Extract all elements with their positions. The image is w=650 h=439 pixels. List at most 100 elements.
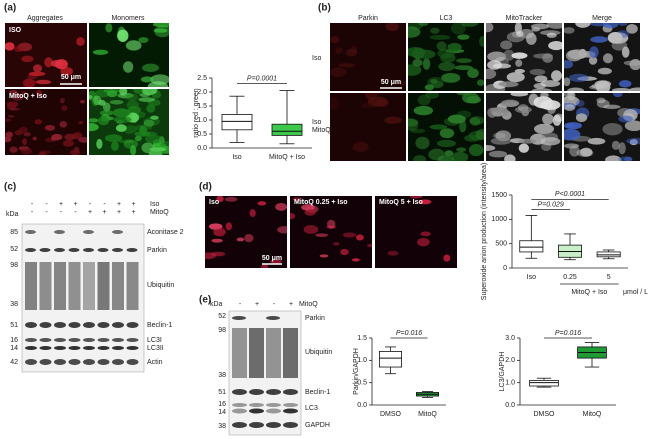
cell [9,146,18,153]
cell [50,136,57,141]
cell [486,23,494,33]
cell [335,47,343,54]
cell [244,234,254,243]
condition-sign: + [88,209,92,216]
cell [224,196,238,202]
y-tick-label: 500 [495,241,507,248]
cell [18,126,28,134]
cell [576,148,594,157]
band-label: LC3II [147,345,164,352]
blot-band [97,346,110,350]
blot-band [126,322,139,328]
cell [115,124,127,132]
cell [330,97,340,110]
x-tick-label: DMSO [534,411,556,418]
kda-marker: 98 [10,262,18,269]
blot-band [266,389,281,395]
box [221,114,253,131]
row-header-line: Iso [312,119,321,126]
cell [211,251,226,257]
cell [69,149,81,155]
cell [518,143,530,153]
blot-band [54,230,65,234]
cell [7,115,15,118]
cell [97,116,110,126]
cell [443,254,451,262]
cell [96,138,103,150]
cell [6,101,19,108]
cell [618,80,632,88]
cell [117,92,134,99]
cell [21,91,26,95]
blot-band [39,346,52,350]
condition-sign: + [117,209,121,216]
cell [475,128,484,140]
cells [205,196,287,268]
cell [412,58,423,67]
y-tick-label: 1.5 [357,335,367,342]
micrograph [330,23,406,91]
cell [408,64,422,76]
cell [122,61,134,73]
band-label: LC3 [305,405,318,412]
kda-marker: 14 [218,409,226,416]
cell [147,81,169,87]
band-label: Parkin [147,247,167,254]
y-tick-label: 1500 [491,192,507,199]
cell [140,131,158,137]
box [529,380,559,387]
blot-smear [232,328,247,378]
condition-sign: - [74,209,77,216]
cells [5,37,85,87]
cell [611,140,620,150]
cell [249,209,256,218]
kda-marker: 16 [10,337,18,344]
cell [62,139,75,147]
cell [39,150,51,155]
blot-band [232,316,246,320]
cell [456,58,472,64]
panel-label: (e) [199,295,211,306]
x-tick-label: MitoQ [418,411,437,418]
band-label: Actin [147,359,163,366]
cell [130,144,137,155]
cell [34,119,43,125]
cell [518,138,537,144]
panel-label: (c) [4,182,16,193]
cell [113,116,132,124]
box [271,123,303,136]
column-header: Merge [592,15,612,22]
cell [376,99,389,107]
cell [534,123,555,135]
band-label: Beclin-1 [147,322,172,329]
y-tick-label: 0.5 [357,380,367,387]
cell [213,227,226,237]
image-label: MitoQ + Iso [9,93,47,100]
cells [290,197,372,262]
cells [92,23,169,87]
cell [418,23,429,26]
cell [61,105,68,111]
cell [464,134,480,142]
cell [531,27,541,32]
cell [618,23,628,26]
cell [277,225,287,234]
cell [510,93,529,97]
blot-band [249,408,264,414]
cell [385,23,399,32]
cell [498,81,519,88]
cell [540,80,561,88]
cell [145,134,163,144]
cell [360,103,376,109]
cell [575,100,585,107]
cell [612,93,623,98]
blot-band [68,322,81,328]
cell [454,65,473,71]
cell [126,100,139,110]
micrograph [89,89,169,155]
condition-sign: + [131,209,135,216]
cell [575,113,588,123]
p-value: P=0.0001 [247,75,277,82]
x-tick-label: Iso [527,274,536,281]
